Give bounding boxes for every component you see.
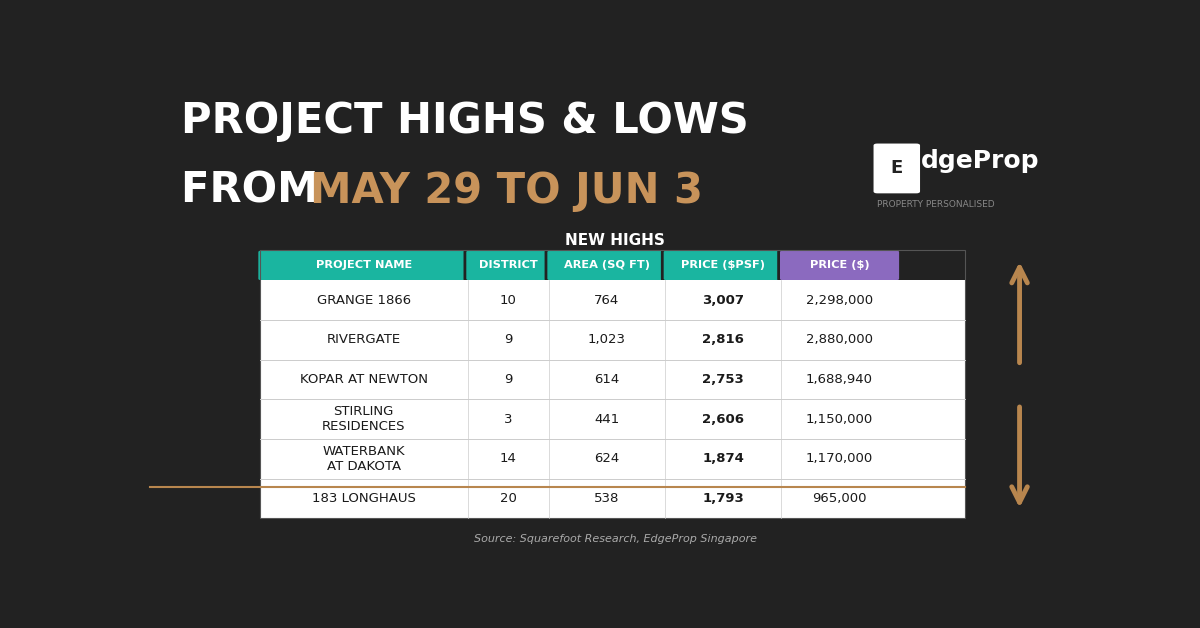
Text: NEW HIGHS: NEW HIGHS	[565, 232, 665, 247]
Bar	[259, 479, 965, 518]
Text: DISTRICT: DISTRICT	[479, 261, 538, 271]
Text: 538: 538	[594, 492, 619, 505]
Text: 2,606: 2,606	[702, 413, 744, 426]
Bar	[259, 280, 965, 320]
Text: dgeProp: dgeProp	[920, 149, 1039, 173]
Text: 965,000: 965,000	[812, 492, 866, 505]
Text: 20: 20	[499, 492, 517, 505]
FancyBboxPatch shape	[662, 249, 784, 282]
Text: E: E	[890, 160, 902, 178]
Text: PROJECT NAME: PROJECT NAME	[316, 261, 412, 271]
Text: WATERBANK
AT DAKOTA: WATERBANK AT DAKOTA	[323, 445, 406, 473]
Text: 1,023: 1,023	[588, 333, 626, 347]
Text: PROJECT HIGHS & LOWS: PROJECT HIGHS & LOWS	[181, 99, 749, 141]
Text: 441: 441	[594, 413, 619, 426]
Text: PRICE ($PSF): PRICE ($PSF)	[682, 261, 766, 271]
Bar	[259, 399, 965, 439]
Text: PROPERTY PERSONALISED: PROPERTY PERSONALISED	[877, 200, 995, 209]
Text: 9: 9	[504, 373, 512, 386]
Bar	[259, 320, 965, 360]
Text: AREA (SQ FT): AREA (SQ FT)	[564, 261, 650, 271]
Text: PRICE ($): PRICE ($)	[810, 261, 869, 271]
FancyBboxPatch shape	[546, 249, 668, 282]
Text: 2,753: 2,753	[702, 373, 744, 386]
Text: FROM: FROM	[181, 170, 332, 212]
FancyBboxPatch shape	[464, 249, 552, 282]
Text: 1,150,000: 1,150,000	[806, 413, 874, 426]
Text: 1,874: 1,874	[702, 452, 744, 465]
FancyBboxPatch shape	[257, 249, 470, 282]
Text: 2,880,000: 2,880,000	[806, 333, 874, 347]
Text: Source: Squarefoot Research, EdgeProp Singapore: Source: Squarefoot Research, EdgeProp Si…	[474, 534, 756, 544]
FancyBboxPatch shape	[874, 144, 920, 193]
Text: 764: 764	[594, 294, 619, 306]
Text: 1,793: 1,793	[702, 492, 744, 505]
Text: STIRLING
RESIDENCES: STIRLING RESIDENCES	[322, 405, 406, 433]
Text: 14: 14	[499, 452, 517, 465]
Text: 3,007: 3,007	[702, 294, 744, 306]
Text: 1,688,940: 1,688,940	[806, 373, 874, 386]
FancyBboxPatch shape	[779, 249, 900, 282]
Text: MAY 29 TO JUN 3: MAY 29 TO JUN 3	[310, 170, 703, 212]
Text: KOPAR AT NEWTON: KOPAR AT NEWTON	[300, 373, 427, 386]
Text: 2,816: 2,816	[702, 333, 744, 347]
Bar	[259, 251, 965, 518]
Text: GRANGE 1866: GRANGE 1866	[317, 294, 410, 306]
Text: 183 LONGHAUS: 183 LONGHAUS	[312, 492, 415, 505]
Text: 1,170,000: 1,170,000	[806, 452, 874, 465]
Text: 624: 624	[594, 452, 619, 465]
Text: 614: 614	[594, 373, 619, 386]
Bar	[259, 439, 965, 479]
Text: RIVERGATE: RIVERGATE	[326, 333, 401, 347]
Bar	[259, 360, 965, 399]
Text: 10: 10	[499, 294, 517, 306]
Text: 9: 9	[504, 333, 512, 347]
Text: 3: 3	[504, 413, 512, 426]
Text: 2,298,000: 2,298,000	[806, 294, 874, 306]
